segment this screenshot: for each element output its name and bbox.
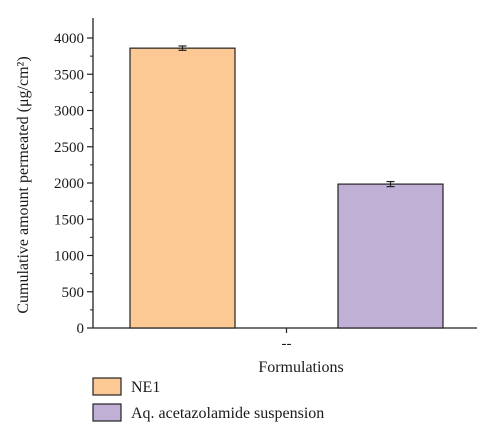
y-tick-label: 2500	[54, 140, 84, 156]
legend-label: Aq. acetazolamide suspension	[131, 405, 324, 422]
legend: NE1 Aq. acetazolamide suspension	[92, 377, 324, 422]
y-tick-label: 2000	[54, 176, 84, 192]
y-tick-label: 1500	[54, 212, 84, 228]
y-tick-label: 1000	[54, 249, 84, 265]
y-tick-label: 4000	[54, 31, 84, 47]
plot-area: 0 500 1000 1500 2000 2500 3000 3500 4000 --	[54, 18, 477, 352]
legend-swatch	[92, 403, 122, 422]
y-tick-label: 0	[77, 321, 85, 337]
y-tick-label: 3500	[54, 67, 84, 83]
legend-swatch	[92, 377, 122, 396]
legend-label: NE1	[131, 379, 160, 396]
y-axis-label: Cumulative amount permeated (μg/cm²)	[15, 56, 32, 313]
x-tick-label: --	[282, 336, 292, 352]
y-tick-label: 3000	[54, 104, 84, 120]
bar	[337, 183, 444, 329]
bar	[129, 47, 236, 329]
y-tick-label: 500	[62, 285, 85, 301]
x-axis-label: Formulations	[258, 359, 343, 376]
